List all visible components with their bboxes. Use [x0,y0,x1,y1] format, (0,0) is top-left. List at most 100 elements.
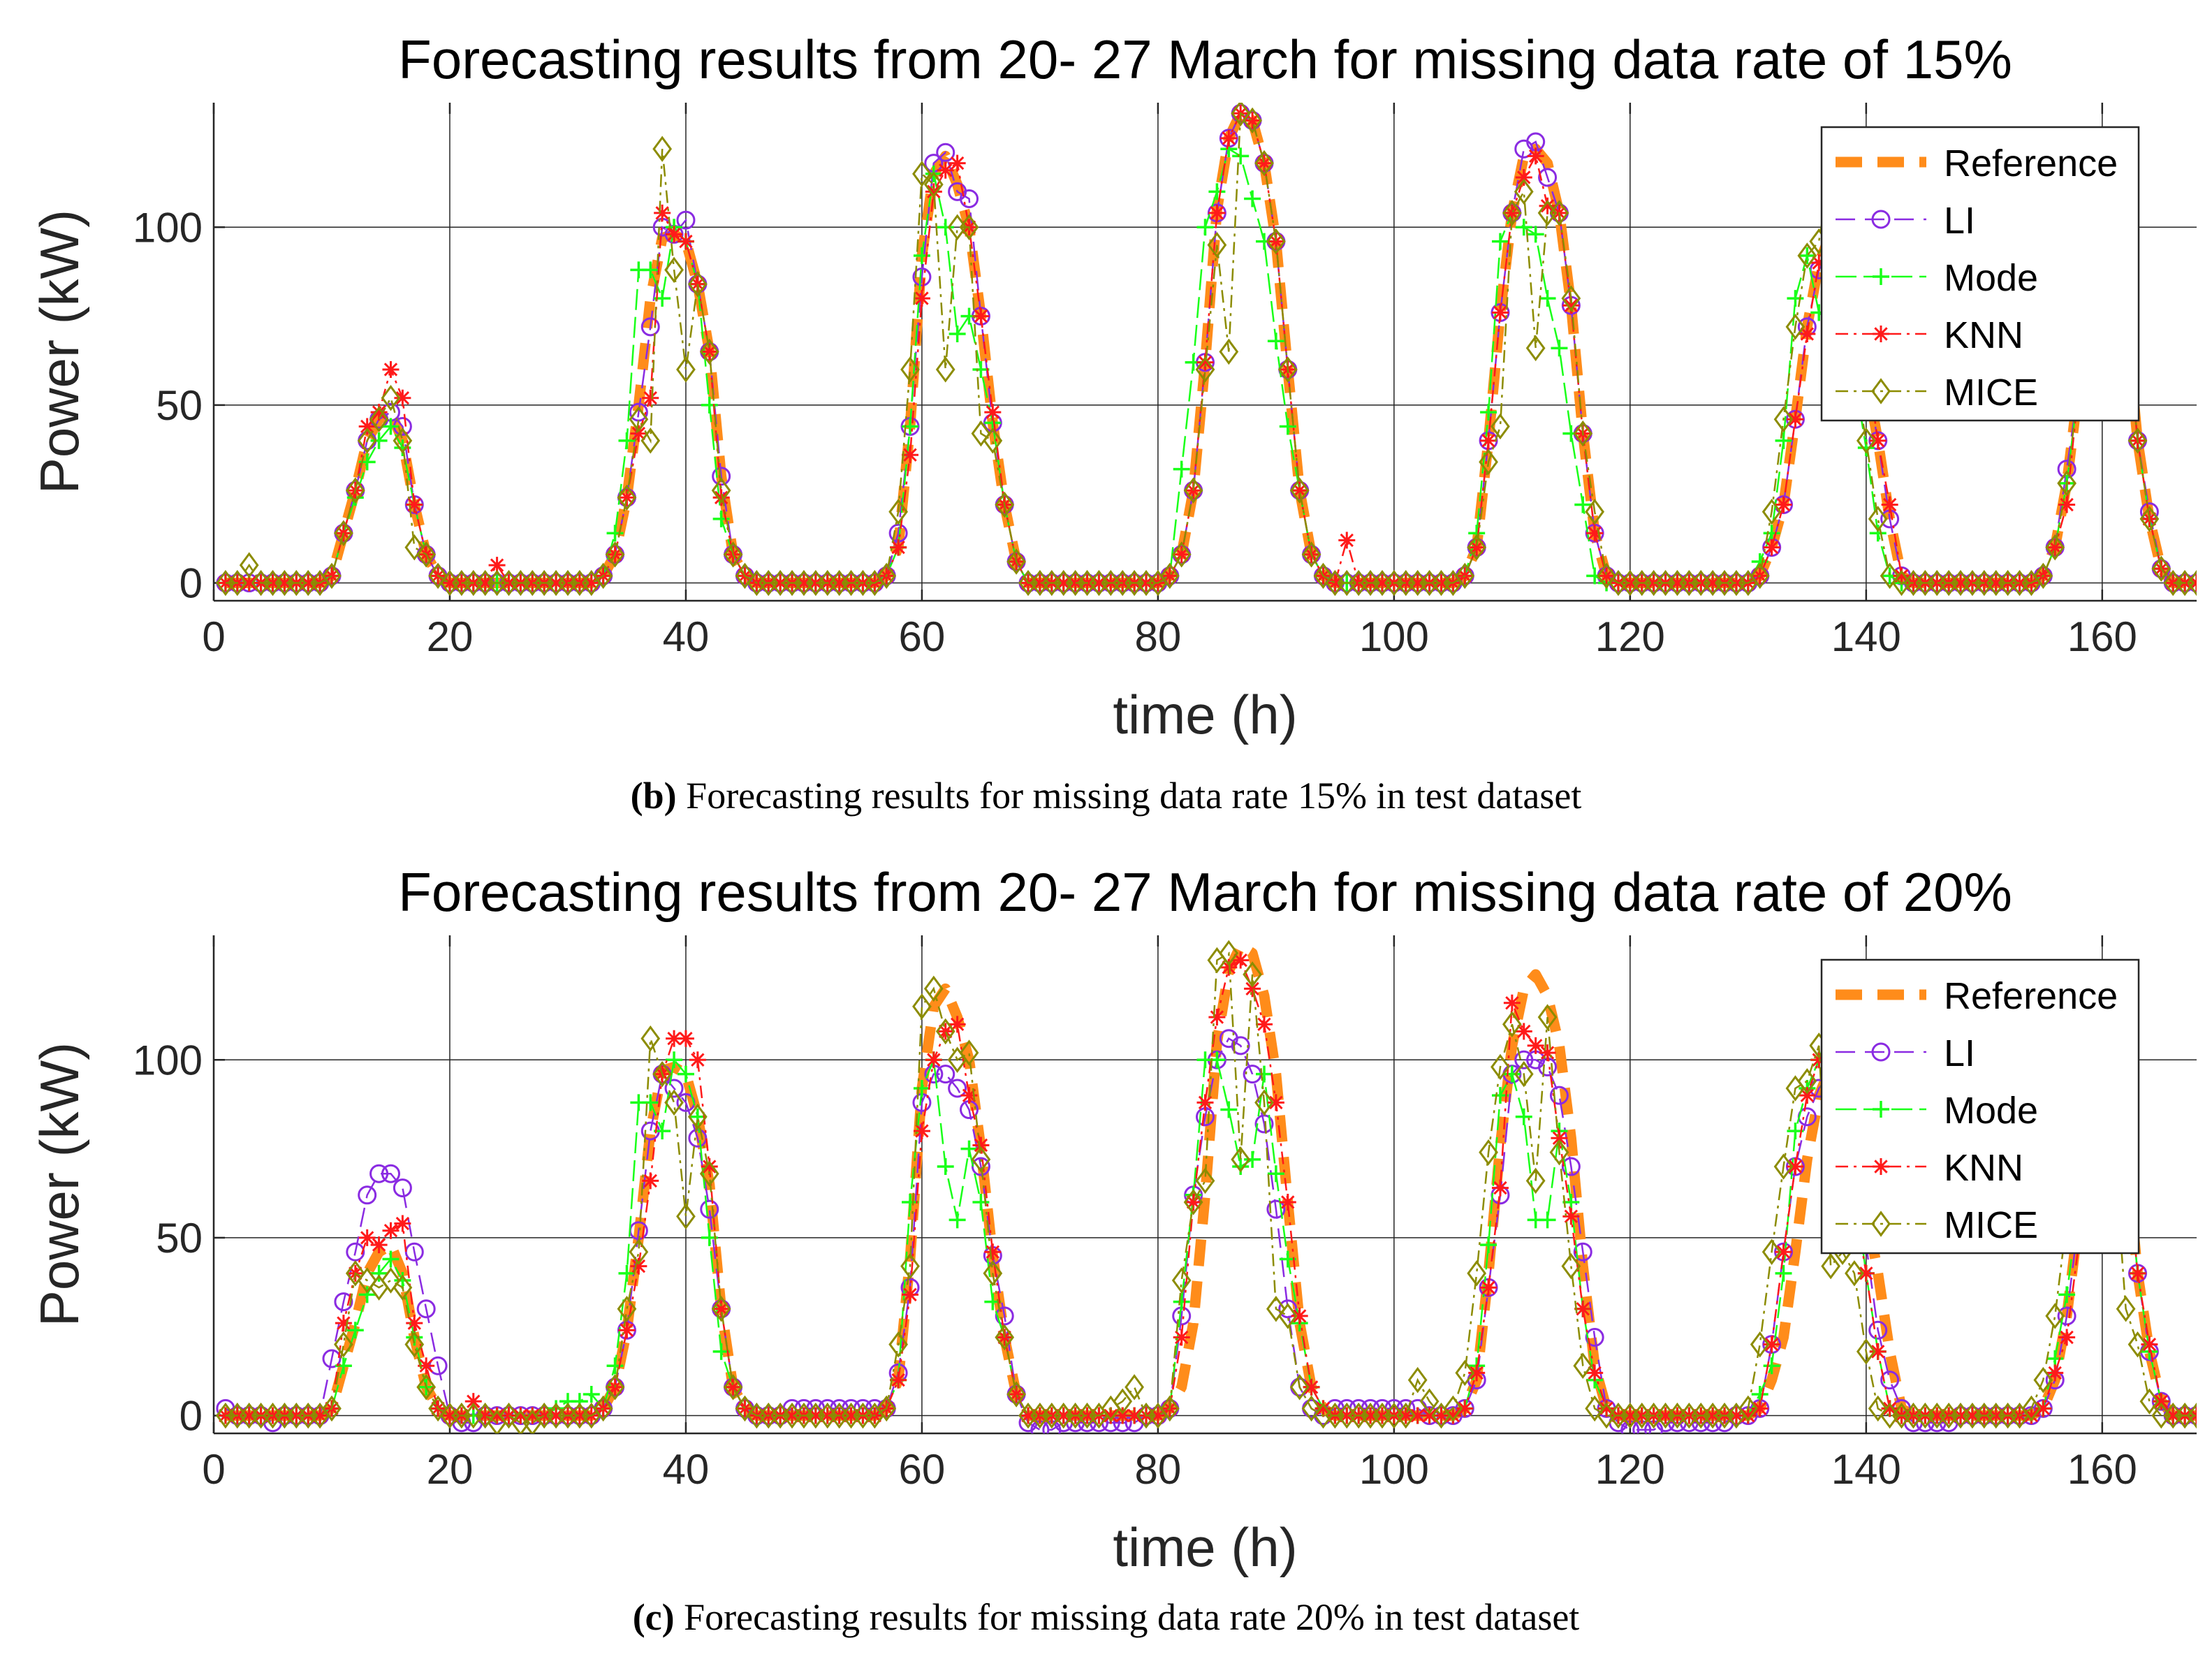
legend-label-mode: Mode [1944,257,2038,299]
data-point-knn [1633,1407,1650,1424]
caption-c-label: (c) [632,1596,675,1638]
y-tick-label: 50 [156,1215,203,1262]
data-point-mice [404,1331,425,1358]
data-point-li [1880,1371,1900,1390]
data-point-mice [1573,420,1593,447]
data-point-mode [913,247,930,264]
caption-b: (b) Forecasting results for missing data… [0,774,2212,817]
data-point-mice [676,1203,696,1230]
data-point-knn [1799,326,1816,343]
data-point-mice [900,1252,920,1280]
data-point-mode [1173,1293,1190,1310]
x-tick-label: 60 [899,1446,946,1493]
data-point-knn [524,574,541,592]
data-point-mice [393,1274,413,1301]
data-point-knn [2035,1400,2052,1417]
panel-c: Forecasting results from 20- 27 March fo… [0,833,2212,1666]
data-point-mice [1479,448,1498,476]
data-point-knn [890,1371,907,1389]
data-point-knn [630,425,647,442]
data-point-mice [1266,228,1286,255]
data-point-mice [664,1089,684,1116]
data-point-mode [666,1051,683,1069]
data-point-knn [1869,1343,1887,1360]
data-point-mice [629,1238,649,1265]
data-point-knn [406,496,423,513]
data-point-knn [2188,574,2197,592]
data-point-knn [1727,1407,1745,1424]
data-point-mode [346,1322,364,1339]
data-point-mice [1467,534,1487,561]
data-point-knn [925,183,942,200]
data-point-mice [912,993,932,1020]
data-point-mode [677,1065,694,1083]
data-point-mice [735,562,755,590]
data-point-knn [1173,546,1190,563]
data-point-knn [276,574,293,592]
data-point-knn [500,574,518,592]
data-point-knn [2023,1407,2040,1424]
data-point-mode [1491,233,1509,250]
data-point-mice [2127,1331,2148,1358]
data-point-knn [2046,1364,2064,1382]
data-point-knn [1704,1407,1722,1424]
x-tick-label: 20 [427,613,474,660]
data-point-knn [2200,575,2212,592]
data-point-knn [1373,1407,1391,1424]
data-point-mice [1195,1167,1215,1194]
data-point-knn [1539,1044,1556,1062]
data-point-mice [1797,1068,1817,1095]
data-point-knn [1586,525,1604,542]
data-point-mice [1171,1267,1192,1294]
data-point-mice [428,1395,448,1422]
y-axis-label: Power (kW) [29,1042,90,1327]
series-line-reference [225,940,2197,1421]
y-tick-label: 100 [133,1037,203,1083]
legend-label-mode: Mode [1944,1090,2038,1132]
legend-marker-knn [1873,1158,1889,1175]
x-tick-label: 100 [1359,1446,1429,1493]
data-point-mice [1443,1395,1463,1422]
caption-b-text: Forecasting results for missing data rat… [676,775,1582,817]
data-point-mice [1525,1167,1546,1194]
data-point-mode [1763,1357,1780,1375]
data-point-mice [2045,1303,2065,1329]
data-point-mice [393,428,413,454]
data-point-knn [382,1222,400,1239]
data-point-knn [476,574,494,592]
data-point-mode [1208,183,1226,200]
data-point-knn [1562,1208,1580,1225]
data-point-mice [1585,498,1605,525]
y-tick-label: 50 [156,382,203,429]
data-point-knn [902,1286,919,1303]
data-point-mode [1196,219,1214,236]
series-line-knn [225,112,2197,585]
data-point-mice [369,406,389,432]
data-point-mice [1750,562,1770,590]
x-tick-label: 160 [2067,1446,2137,1493]
data-point-li [700,1199,719,1219]
data-point-knn [312,1407,329,1424]
data-point-knn [358,1229,376,1246]
data-point-knn [1267,1094,1284,1111]
data-point-mice [1785,314,1806,340]
data-point-knn [323,567,340,585]
data-point-knn [1090,574,1108,592]
data-point-mice [2021,1395,2042,1422]
data-point-mode [606,525,624,542]
data-point-knn [1704,574,1722,592]
data-point-mode [1787,290,1804,307]
data-point-knn [240,1407,258,1424]
data-point-knn [1751,1400,1768,1417]
data-point-mice [593,1395,613,1422]
data-point-knn [937,161,954,179]
data-point-knn [1173,1329,1190,1346]
data-point-mice [1455,1359,1475,1387]
data-point-knn [1055,1407,1072,1424]
data-point-mice [1254,149,1274,177]
data-point-knn [500,1407,518,1424]
y-tick-label: 100 [133,204,203,251]
data-point-knn [1421,1407,1438,1424]
data-point-mode [1775,432,1792,449]
data-point-knn [618,1322,636,1339]
